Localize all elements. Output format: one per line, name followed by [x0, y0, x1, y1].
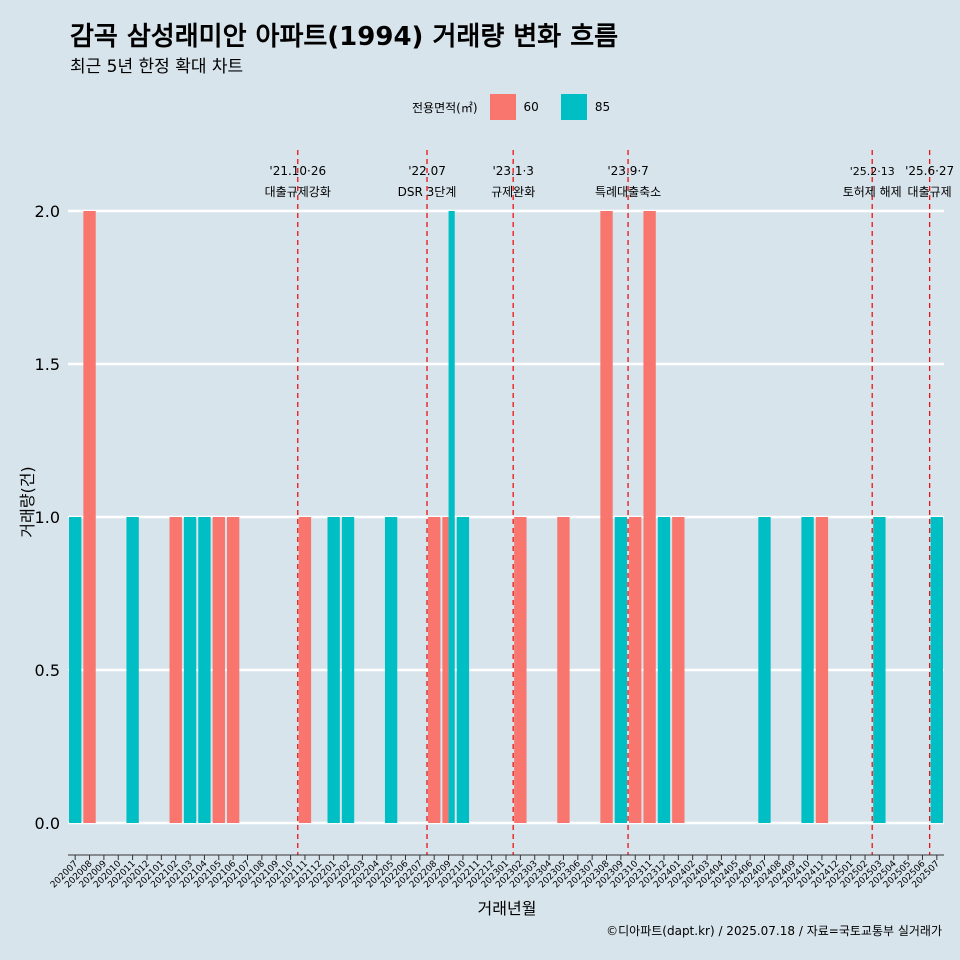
event-date: '23.1·3 — [492, 164, 533, 178]
bar-85-202104 — [198, 517, 211, 823]
event-date: '25.2·13 — [850, 165, 895, 178]
legend-swatch-60 — [489, 94, 516, 120]
bar-85-202407 — [758, 517, 771, 823]
event-date: '23.9·7 — [607, 164, 648, 178]
bar-60-202311 — [643, 211, 656, 823]
event-label: 토허제 해제 — [843, 185, 902, 199]
legend-swatch-85 — [560, 94, 587, 120]
event-label: 특례대출축소 — [595, 185, 661, 199]
bar-60-202401 — [672, 517, 685, 823]
event-lines: '21.10·26 대출규제강화 '22.07 DSR 3단계 '23.1·3 규제완화 '… — [265, 150, 954, 855]
y-tick-label: 2.0 — [35, 202, 60, 221]
bar-60-202208 — [428, 517, 441, 823]
bar-60-202308 — [600, 211, 613, 823]
bar-85-202202 — [341, 517, 355, 823]
bar-85-202503 — [873, 517, 886, 823]
event-label: 대출규제 — [908, 185, 952, 199]
event-label: 규제완화 — [491, 185, 535, 199]
bar-85-202103 — [183, 517, 197, 823]
bar-60-202111 — [298, 517, 312, 823]
bar-60-202302 — [514, 517, 527, 823]
bar-60-202305 — [557, 517, 570, 823]
bar-60-202411 — [815, 517, 829, 823]
bar-85-202209 — [448, 211, 455, 823]
event-label: DSR 3단계 — [398, 185, 457, 199]
legend-label-60: 60 — [523, 100, 539, 114]
y-tick-label: 1.5 — [35, 355, 60, 374]
x-axis-label: 거래년월 — [478, 899, 537, 918]
bar-85-202007 — [69, 517, 82, 823]
y-axis-label: 거래량(건) — [18, 466, 37, 537]
y-tick-label: 0.0 — [35, 814, 60, 833]
bars — [69, 211, 943, 823]
bar-60-202102 — [169, 517, 182, 823]
event-date: '22.07 — [408, 164, 446, 178]
legend-title: 전용면적(㎡) — [412, 100, 478, 115]
event-label: 대출규제강화 — [265, 185, 331, 199]
bar-85-202011 — [126, 517, 139, 823]
bar-60-202209 — [442, 517, 449, 823]
y-axis-ticks: 0.0 0.5 1.0 1.5 2.0 — [35, 202, 60, 833]
y-tick-label: 0.5 — [35, 661, 60, 680]
bar-85-202410 — [801, 517, 814, 823]
x-axis: 2020072020082020092020102020112020122021… — [49, 854, 944, 890]
bar-60-202105 — [212, 517, 225, 823]
bar-85-202210 — [456, 517, 470, 823]
chart-subtitle: 최근 5년 한정 확대 차트 — [70, 57, 244, 77]
bar-85-202312 — [657, 517, 671, 823]
bar-60-202008 — [83, 211, 96, 823]
source-caption: ©디아파트(dapt.kr) / 2025.07.18 / 자료=국토교통부 실… — [606, 924, 942, 938]
bar-85-202205 — [384, 517, 398, 823]
event-date: '25.6·27 — [905, 164, 954, 178]
chart-title: 감곡 삼성래미안 아파트(1994) 거래량 변화 흐름 — [70, 22, 619, 52]
legend: 전용면적(㎡) 60 85 — [412, 93, 610, 121]
bar-85-202507 — [930, 517, 943, 823]
bar-85-202201 — [327, 517, 340, 823]
bar-60-202310 — [629, 517, 642, 823]
legend-label-85: 85 — [594, 100, 611, 114]
y-tick-label: 1.0 — [35, 508, 60, 527]
bar-60-202106 — [226, 517, 240, 823]
bar-85-202309 — [614, 517, 628, 823]
event-date: '21.10·26 — [269, 164, 326, 178]
